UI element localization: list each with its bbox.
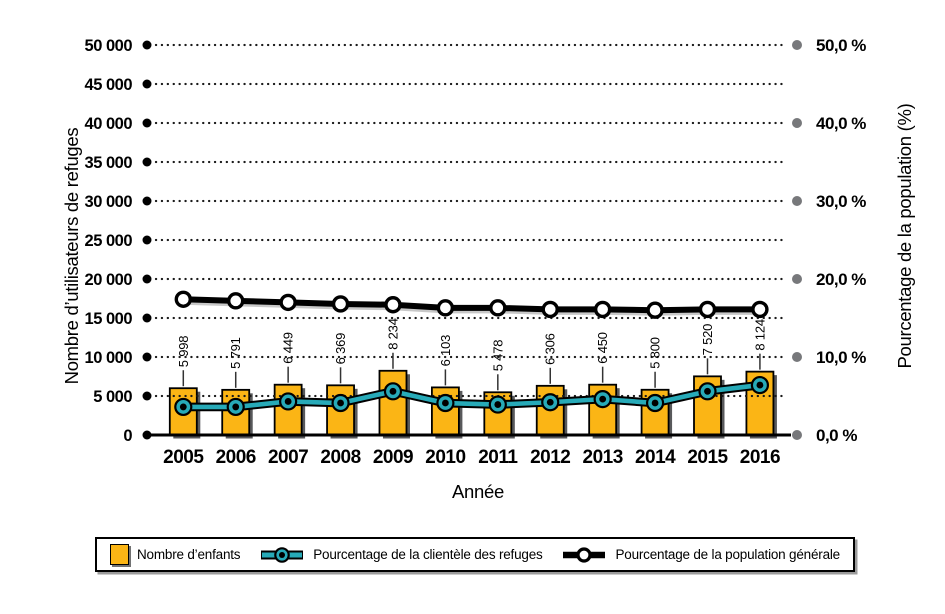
bar-value-label: 6 369 bbox=[333, 333, 348, 365]
year-label: 2013 bbox=[583, 447, 623, 468]
left-axis-dot bbox=[142, 79, 152, 89]
right-axis-dot bbox=[792, 352, 802, 362]
right-tick-label: 30,0 % bbox=[816, 192, 866, 211]
clientele-marker-dot bbox=[651, 399, 659, 407]
year-label: 2009 bbox=[373, 447, 413, 468]
left-axis-dot bbox=[142, 274, 152, 284]
population-marker-2016 bbox=[751, 300, 769, 319]
population-marker-2009 bbox=[384, 296, 402, 314]
left-axis-dot bbox=[142, 118, 152, 128]
year-label: 2016 bbox=[740, 447, 780, 468]
bar-value-label: 8 234 bbox=[385, 318, 400, 350]
left-tick-label: 25 000 bbox=[85, 232, 133, 250]
left-axis-dot bbox=[142, 235, 152, 245]
left-tick-label: 30 000 bbox=[85, 193, 133, 211]
left-axis-dot bbox=[142, 313, 152, 323]
population-marker-2010 bbox=[436, 299, 455, 317]
population-marker-2015 bbox=[698, 300, 717, 319]
legend: Nombre d’enfants Pourcentage de la clien… bbox=[95, 537, 855, 572]
right-axis-dot bbox=[792, 40, 802, 50]
clientele-marker-dot bbox=[232, 403, 240, 411]
clientele-marker-dot bbox=[494, 401, 502, 408]
right-tick-label: 40,0 % bbox=[816, 114, 866, 133]
legend-label: Nombre d’enfants bbox=[137, 547, 241, 562]
legend-label: Pourcentage de la clientèle des refuges bbox=[313, 547, 543, 562]
bar-value-label: 5 478 bbox=[490, 340, 505, 372]
population-marker-2005 bbox=[174, 290, 193, 308]
population-marker-2012 bbox=[541, 300, 559, 319]
left-axis-dot bbox=[142, 352, 152, 362]
population-line bbox=[183, 296, 760, 314]
x-axis-title: Année bbox=[452, 481, 504, 502]
clientele-marker-dot bbox=[389, 387, 397, 395]
year-label: 2005 bbox=[163, 447, 204, 468]
left-axis-dot bbox=[142, 157, 152, 167]
left-tick-label: 5 000 bbox=[93, 388, 132, 406]
bar-value-label: 5 998 bbox=[176, 336, 191, 368]
population-marker-2013 bbox=[593, 300, 612, 319]
right-tick-label: 10,0 % bbox=[816, 348, 866, 367]
population-marker-2006 bbox=[227, 292, 245, 310]
bar-value-label: 6 450 bbox=[595, 332, 610, 364]
clientele-marker-dot bbox=[599, 395, 607, 403]
clientele-marker-dot bbox=[337, 399, 344, 407]
left-tick-label: 50 000 bbox=[85, 37, 133, 55]
clientele-marker-dot bbox=[179, 403, 187, 411]
year-label: 2008 bbox=[320, 447, 360, 468]
chart-canvas: 0 0,0 % 5 000 10 000 10,0 % 15 000 20 000 20,0 … bbox=[85, 36, 867, 468]
right-tick-label: 0,0 % bbox=[816, 426, 857, 445]
left-tick-label: 35 000 bbox=[85, 154, 133, 172]
right-axis-dot bbox=[792, 118, 802, 128]
bar-value-label: 6 449 bbox=[281, 332, 296, 364]
bar-value-label: 5 800 bbox=[648, 337, 663, 369]
left-axis-dot bbox=[142, 430, 152, 440]
year-label: 2015 bbox=[687, 447, 728, 468]
year-label: 2007 bbox=[268, 447, 308, 468]
left-tick-label: 10 000 bbox=[85, 349, 133, 367]
bar-swatch-icon bbox=[110, 544, 129, 565]
black-line-marker-icon bbox=[563, 546, 606, 563]
population-marker-2011 bbox=[489, 299, 507, 317]
year-label: 2010 bbox=[425, 447, 465, 468]
clientele-marker-dot bbox=[284, 398, 292, 405]
population-marker-2007 bbox=[279, 293, 297, 312]
right-axis-dot bbox=[792, 274, 802, 284]
left-axis-dot bbox=[142, 196, 152, 206]
year-label: 2014 bbox=[635, 447, 676, 468]
population-marker-2008 bbox=[331, 295, 350, 313]
bar-2009 bbox=[378, 369, 408, 436]
clientele-marker-dot bbox=[756, 381, 764, 389]
left-tick-label: 20 000 bbox=[85, 271, 133, 289]
legend-item-children: Nombre d’enfants bbox=[110, 544, 241, 565]
year-label: 2011 bbox=[478, 447, 518, 468]
legend-item-general-population: Pourcentage de la population générale bbox=[561, 545, 840, 565]
left-tick-label: 15 000 bbox=[85, 310, 133, 328]
left-tick-label: 0 bbox=[123, 427, 132, 445]
year-label: 2012 bbox=[530, 447, 570, 468]
bar-value-label: 6 103 bbox=[438, 335, 453, 367]
bar-value-label: 7 520 bbox=[700, 324, 715, 356]
clientele-marker-dot bbox=[546, 398, 554, 406]
clientele-marker-dot bbox=[442, 399, 449, 407]
left-axis-dot bbox=[142, 40, 152, 50]
right-tick-label: 20,0 % bbox=[816, 270, 866, 289]
legend-item-shelter-clientele: Pourcentage de la clientèle des refuges bbox=[259, 545, 543, 565]
left-axis-dot bbox=[142, 391, 152, 401]
bar-value-label: 8 124 bbox=[752, 319, 767, 351]
bar-value-label: 5 791 bbox=[228, 337, 243, 369]
right-axis-dot bbox=[792, 430, 802, 440]
clientele-marker-dot bbox=[704, 387, 711, 395]
year-label: 2006 bbox=[216, 447, 256, 468]
left-tick-label: 40 000 bbox=[85, 115, 133, 133]
right-axis-dot bbox=[792, 196, 802, 206]
teal-line-marker-icon bbox=[261, 546, 304, 563]
legend-label: Pourcentage de la population générale bbox=[615, 547, 840, 562]
left-tick-label: 45 000 bbox=[85, 76, 133, 94]
bar-value-label: 6 306 bbox=[543, 333, 558, 365]
population-marker-2014 bbox=[646, 301, 664, 319]
right-tick-label: 50,0 % bbox=[816, 36, 866, 55]
